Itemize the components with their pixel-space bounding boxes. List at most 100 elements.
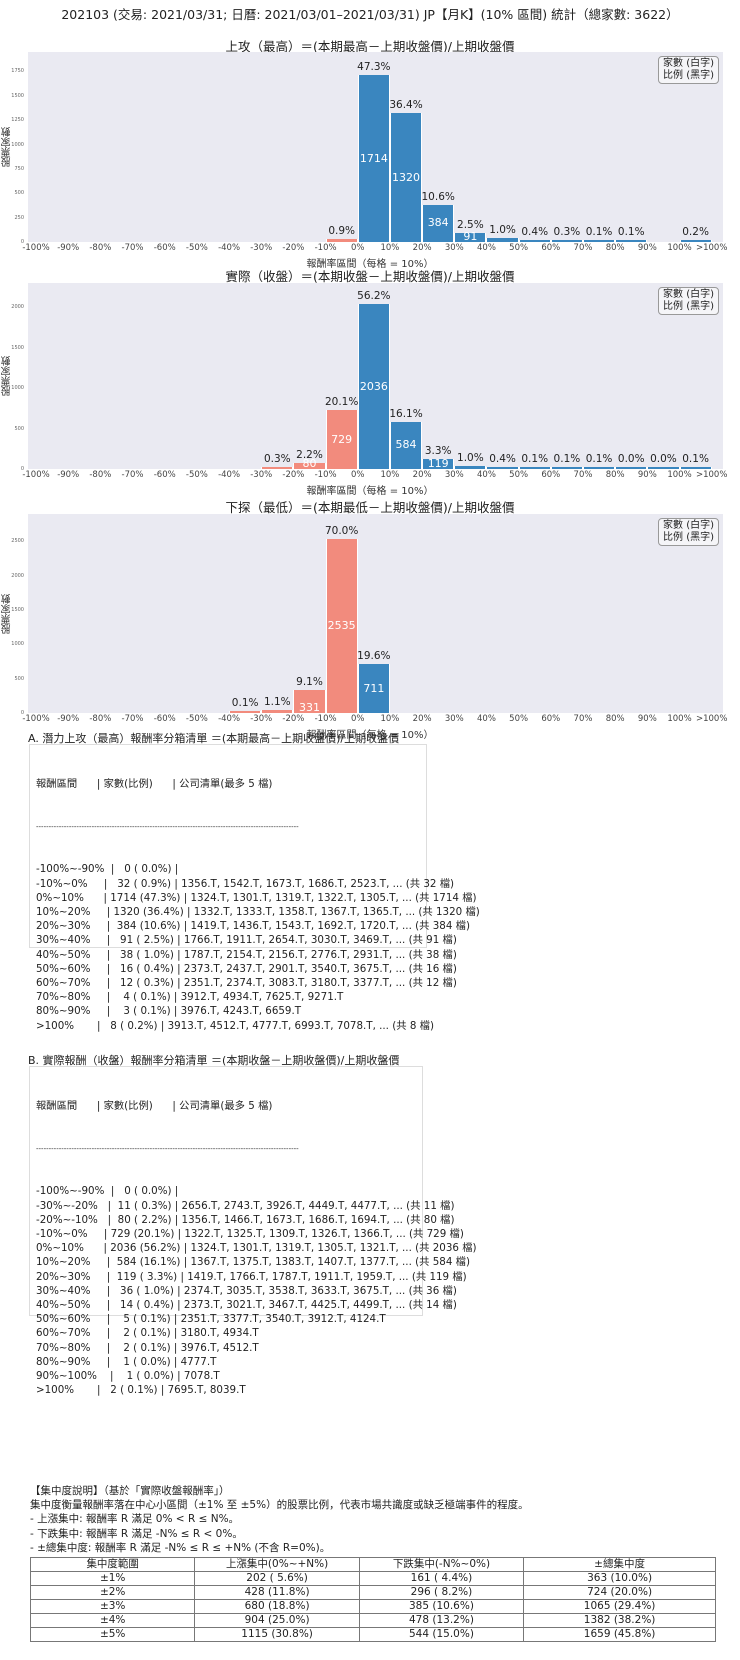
list-row: 80%~90% | 1 ( 0.0%) | 4777.T [36,1355,217,1368]
legend-ratio: 比例 (黑字) [663,70,714,81]
bar-percent-label: 0.3% [263,453,291,465]
bar-percent-label: 0.0% [617,453,645,465]
x-tick: -30% [250,243,273,253]
bar-count-label: 91 [463,230,478,244]
legend: 家數 (白字) 比例 (黑字) [658,518,719,546]
x-tick: 70% [573,243,593,253]
column-header: 下跌集中(-N%~0%) [358,1557,525,1572]
x-tick: 20% [412,470,432,480]
bar-percent-label: 0.2% [682,226,709,238]
x-tick: 0% [351,470,365,480]
chart-actual-close: 實際（收盤）＝(本期收盤－上期收盤價)/上期收盤價 家數 (白字) 比例 (黑字) 0… [0,266,740,501]
table-cell: ±5% [29,1627,196,1642]
bar-count-label: 331 [298,701,320,714]
list-row: 60%~70% | 2 ( 0.1%) | 3180.T, 4934.T [36,1327,259,1340]
bar-percent-label: 9.1% [296,676,323,689]
list-row: >100% | 2 ( 0.1%) | 7695.T, 8039.T [36,1384,246,1397]
bar-count-label: 729 [331,432,353,446]
bar-count-label: 384 [427,216,449,230]
bar-percent-label: 0.1% [521,453,549,465]
bar-percent-label: 1.1% [263,696,291,709]
histogram-bar: 2535 [325,539,358,713]
plot-area: 家數 (白字) 比例 (黑字) 0.1% 1.1% 331 9.1% 2535 70.0% 71… [28,514,723,714]
concentration-bullet-up: - 上漲集中: 報酬率 R 滿足 0% < R ≤ N%。 [30,1513,240,1526]
histogram-bar [679,240,712,242]
legend-count: 家數 (白字) [663,520,714,531]
legend: 家數 (白字) 比例 (黑字) [658,287,719,315]
list-b-box: 報酬區間 | 家數(比例) | 公司清單(最多 5 檔) -----------… [29,1066,477,1396]
legend-ratio: 比例 (黑字) [663,532,714,543]
x-tick: 60% [541,470,561,480]
bar-percent-label: 56.2% [357,290,391,303]
list-row: 10%~20% | 1320 (36.4%) | 1332.T, 1333.T,… [36,906,480,919]
x-tick: 80% [605,470,625,480]
list-a-box: 報酬區間 | 家數(比例) | 公司清單(最多 5 檔) -----------… [29,744,480,1032]
x-axis-label: 報酬率區間（每格 = 10%） [306,486,434,497]
bar-percent-label: 36.4% [389,99,423,112]
x-tick: -60% [153,470,176,480]
histogram-bar: 711 [357,664,390,713]
bar-percent-label: 70.0% [324,525,359,538]
table-row: ±4% 904 (25.0%) 478 (13.2%) 1382 (38.2%) [29,1613,716,1628]
table-cell: 1382 (38.2%) [523,1613,716,1628]
x-tick: -90% [57,714,80,724]
y-tick: 1000 [11,641,24,648]
bar-percent-label: 0.1% [682,453,709,465]
table-cell: ±1% [29,1571,196,1586]
list-row: 20%~30% | 384 (10.6%) | 1419.T, 1436.T, … [36,920,470,933]
bar-count-label: 1320 [392,170,420,184]
list-row: >100% | 8 ( 0.2%) | 3913.T, 4512.T, 4777… [36,1019,434,1032]
list-row: -30%~-20% | 11 ( 0.3%) | 2656.T, 2743.T,… [36,1199,455,1212]
list-b-separator: ----------------------------------------… [36,1145,299,1154]
chart-upside-high: 上攻（最高）＝(本期最高－上期收盤價)/上期收盤價 家數 (白字) 比例 (黑字) 0… [0,36,740,271]
bar-percent-label: 0.1% [553,453,581,465]
x-tick: -20% [282,243,305,253]
x-tick: 30% [444,243,464,253]
histogram-bar [582,240,616,242]
bar-percent-label: 16.1% [389,407,423,420]
x-tick: -70% [121,714,144,724]
list-row: 10%~20% | 584 (16.1%) | 1367.T, 1375.T, … [36,1256,470,1269]
list-b-title: B. 實際報酬（收盤）報酬率分箱清單 ＝(本期收盤－上期收盤價)/上期收盤價 [28,1054,400,1067]
x-tick: 90% [637,714,657,724]
x-tick: 70% [573,470,593,480]
x-tick: 40% [477,243,496,253]
x-tick: 100% [667,714,692,724]
chart-title: 下探（最低）＝(本期最低－上期收盤價)/上期收盤價 [225,500,515,515]
x-tick: 100% [667,470,692,480]
x-tick: -10% [314,243,337,253]
y-tick: 750 [14,165,24,172]
bar-percent-label: 20.1% [324,396,359,409]
x-axis-label: 報酬率區間（每格 = 10%） [306,259,434,270]
list-row: -100%~-90% | 0 ( 0.0%) | [36,863,179,876]
list-a-header: 報酬區間 | 家數(比例) | 公司清單(最多 5 檔) [36,778,273,791]
x-tick: 80% [605,714,625,724]
histogram-bar [454,466,487,469]
histogram-bar: 1714 [357,75,390,242]
x-tick: -80% [89,714,112,724]
table-cell: 478 (13.2%) [358,1613,525,1628]
concentration-explanation: 【集中度說明】（基於「實際收盤報酬率」） 集中度衡量報酬率落在中心小區間（±1%… [30,1484,529,1555]
table-row: ±2% 428 (11.8%) 296 ( 8.2%) 724 (20.0%) [29,1585,716,1600]
x-tick: -40% [218,470,241,480]
histogram-bar [647,467,680,469]
y-tick: 1500 [11,92,24,99]
list-row: 0%~10% | 2036 (56.2%) | 1324.T, 1301.T, … [36,1242,477,1255]
column-header: 集中度範圍 [29,1557,196,1572]
x-tick: -50% [185,470,208,480]
x-tick: 90% [637,470,657,480]
histogram-bar: 1320 [389,113,423,242]
x-tick: -90% [57,470,80,480]
x-tick: -60% [153,243,176,253]
list-a-rows: -100%~-90% | 0 ( 0.0%) | -10%~0% | 32 ( 0… [36,862,480,1032]
list-row: -20%~-10% | 80 ( 2.2%) | 1356.T, 1466.T,… [36,1213,455,1226]
histogram-bar [615,467,648,469]
list-b-header: 報酬區間 | 家數(比例) | 公司清單(最多 5 檔) [36,1100,273,1113]
column-header: ±總集中度 [523,1557,716,1572]
chart-downside-low: 下探（最低）＝(本期最低－上期收盤價)/上期收盤價 家數 (白字) 比例 (黑字) 0… [0,497,740,741]
histogram-bar [325,238,358,242]
x-tick: 60% [541,243,561,253]
x-tick: 0% [351,243,365,253]
histogram-bar [261,467,294,469]
y-tick: 1000 [11,141,24,148]
